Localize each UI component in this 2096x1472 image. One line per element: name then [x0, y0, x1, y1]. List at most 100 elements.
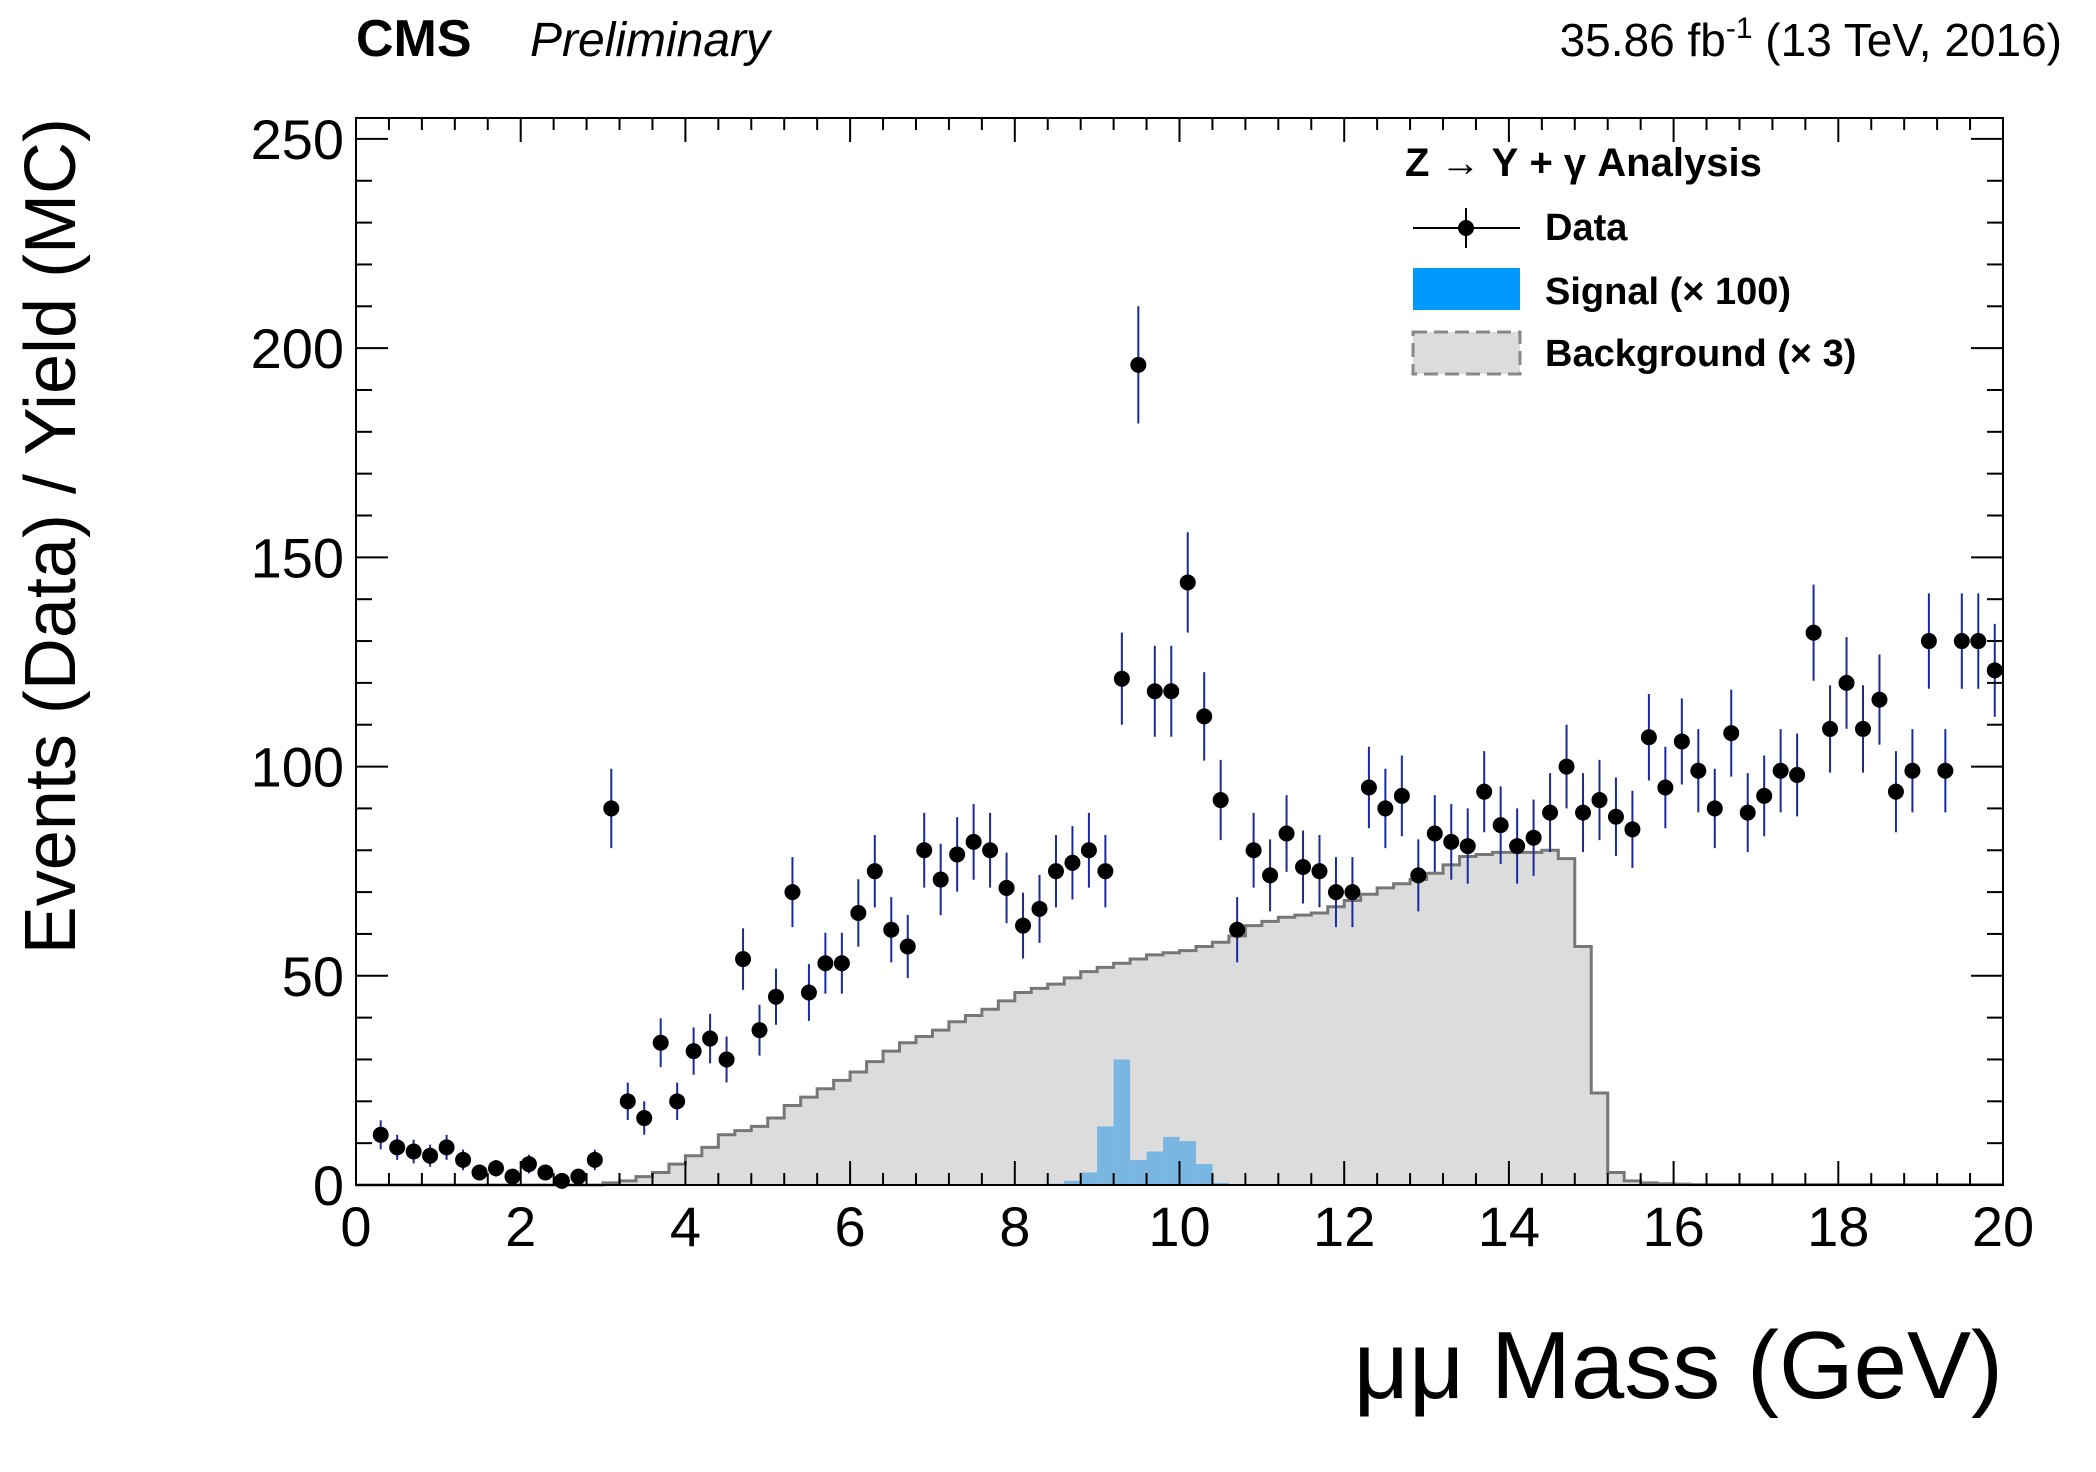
data-point	[1690, 762, 1707, 779]
data-point	[1262, 867, 1279, 884]
data-point	[1673, 733, 1690, 750]
background-histogram	[356, 848, 2003, 1187]
signal-bar	[1163, 1136, 1180, 1185]
y-tick-label: 50	[282, 945, 344, 1008]
data-point	[1426, 825, 1443, 842]
data-point	[471, 1164, 488, 1181]
x-tick-label: 8	[999, 1195, 1030, 1258]
data-point	[1047, 863, 1064, 880]
data-point	[949, 846, 966, 863]
data-point	[619, 1093, 636, 1110]
data-point	[1772, 762, 1789, 779]
data-point	[586, 1151, 603, 1168]
legend-entry-signal: Signal (× 100)	[1545, 271, 1791, 313]
x-tick-label: 12	[1313, 1195, 1375, 1258]
data-point	[982, 842, 999, 859]
x-tick-label: 16	[1642, 1195, 1704, 1258]
data-point	[1113, 670, 1130, 687]
data-point	[1179, 574, 1196, 591]
data-point	[1064, 854, 1081, 871]
legend: Z → Υ + γ Analysis Data Signal (× 100) B…	[1405, 141, 1856, 376]
data-point	[1920, 633, 1937, 650]
data-point	[1229, 921, 1246, 938]
data-point	[1212, 792, 1229, 809]
data-point	[1525, 829, 1542, 846]
x-tick-label: 10	[1148, 1195, 1210, 1258]
data-point	[1344, 884, 1361, 901]
signal-bar	[1080, 1172, 1098, 1185]
data-point	[1146, 683, 1163, 700]
legend-entry-data: Data	[1545, 207, 1628, 249]
data-point	[932, 871, 949, 888]
data-point	[1393, 787, 1410, 804]
data-point	[685, 1043, 702, 1060]
data-point	[1657, 779, 1674, 796]
y-tick-label: 0	[313, 1154, 344, 1217]
data-point	[1640, 729, 1657, 746]
x-tick-label: 2	[505, 1195, 536, 1258]
signal-bar	[1064, 1180, 1081, 1185]
x-axis-title: μμ Mass (GeV)	[1354, 1312, 2003, 1419]
data-point	[1163, 683, 1180, 700]
data-point	[487, 1160, 504, 1177]
data-point	[1278, 825, 1295, 842]
data-point	[1986, 662, 2003, 679]
data-point	[389, 1139, 406, 1156]
data-point	[866, 863, 883, 880]
y-tick-label: 150	[251, 526, 344, 589]
legend-entry-background: Background (× 3)	[1545, 333, 1856, 375]
data-point	[899, 938, 916, 955]
data-point	[1887, 783, 1904, 800]
data-point	[1937, 762, 1954, 779]
y-axis-title: Events (Data) / Yield (MC)	[11, 118, 91, 954]
data-point	[1838, 674, 1855, 691]
data-point	[1822, 720, 1839, 737]
data-point	[1031, 900, 1048, 917]
data-point	[735, 951, 752, 968]
data-point	[784, 884, 801, 901]
background-fill	[356, 850, 2003, 1185]
lumi-exponent: -1	[1726, 12, 1753, 45]
data-point	[1542, 804, 1559, 821]
data-point	[883, 921, 900, 938]
lumi-rest: (13 TeV, 2016)	[1753, 14, 2062, 66]
data-point	[718, 1051, 735, 1068]
background-outline	[356, 848, 2003, 1187]
signal-histogram	[1047, 1059, 1229, 1185]
x-tick-label: 4	[670, 1195, 701, 1258]
data-point	[504, 1168, 521, 1185]
experiment-label: CMS	[356, 10, 472, 68]
data-point	[1097, 863, 1114, 880]
legend-data-marker	[1458, 220, 1474, 236]
data-point	[1015, 917, 1032, 934]
data-point	[751, 1022, 768, 1039]
data-point	[1311, 863, 1328, 880]
data-point	[1575, 804, 1592, 821]
data-point	[1360, 779, 1377, 796]
data-point	[1327, 884, 1344, 901]
y-tick-label: 250	[251, 108, 344, 171]
data-point	[603, 800, 620, 817]
data-point	[1196, 708, 1213, 725]
legend-title: Z → Υ + γ Analysis	[1405, 141, 1762, 185]
data-point	[833, 955, 850, 972]
data-points	[372, 306, 2003, 1189]
signal-bar	[1097, 1126, 1114, 1185]
data-point	[1377, 800, 1394, 817]
data-point	[1591, 792, 1608, 809]
data-point	[455, 1151, 472, 1168]
data-point	[965, 833, 982, 850]
data-point	[1756, 787, 1773, 804]
data-point	[438, 1139, 455, 1156]
data-point	[1953, 633, 1970, 650]
data-point	[916, 842, 933, 859]
data-point	[636, 1110, 653, 1127]
data-point	[1805, 624, 1822, 641]
data-point	[652, 1034, 669, 1051]
data-point	[1904, 762, 1921, 779]
status-label: Preliminary	[530, 14, 773, 67]
data-point	[1295, 858, 1312, 875]
data-point	[1476, 783, 1493, 800]
signal-bar	[1113, 1059, 1131, 1185]
